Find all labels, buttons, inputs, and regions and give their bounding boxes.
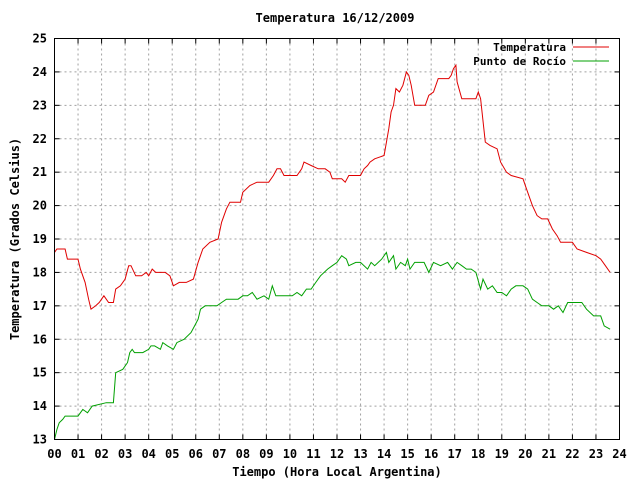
y-tick-label: 23 [33,98,47,112]
y-axis-label: Temperatura (Grados Celsius) [8,138,22,340]
x-tick-label: 06 [189,447,203,461]
x-tick-label: 22 [565,447,579,461]
y-tick-label: 17 [33,299,47,313]
legend-label: Punto de Rocío [473,55,566,68]
y-tick-label: 21 [33,165,47,179]
series-line-punto-de-rocio [54,251,611,440]
x-tick-label: 03 [118,447,132,461]
x-tick-label: 19 [495,447,509,461]
x-tick-label: 05 [165,447,179,461]
x-tick-labels: 00 01 02 03 04 05 06 07 08 09 10 11 12 13 14 15 16 17 18 19… [47,447,626,461]
legend-label: Temperatura [493,41,566,54]
y-tick-label: 13 [33,433,47,447]
x-tick-label: 07 [212,447,226,461]
x-tick-label: 12 [330,447,344,461]
y-tick-labels: 13 14 15 16 17 18 19 20 21 22 23 24 25 [33,32,47,447]
x-tick-label: 14 [377,447,391,461]
x-tick-label: 10 [283,447,297,461]
x-tick-label: 11 [306,447,320,461]
x-axis-label: Tiempo (Hora Local Argentina) [232,465,442,479]
series-line-temperatura [54,63,611,311]
axis-ticks [54,38,620,440]
x-tick-label: 17 [447,447,461,461]
y-tick-label: 15 [33,366,47,380]
x-tick-label: 16 [424,447,438,461]
y-tick-label: 25 [33,32,47,46]
x-tick-label: 24 [612,447,626,461]
x-tick-label: 20 [518,447,532,461]
series-lines [54,63,611,440]
y-tick-label: 16 [33,332,47,346]
grid [54,38,620,440]
y-tick-label: 18 [33,265,47,279]
x-tick-label: 02 [94,447,108,461]
x-tick-label: 18 [471,447,485,461]
x-tick-label: 15 [400,447,414,461]
x-tick-label: 13 [353,447,367,461]
y-tick-label: 22 [33,132,47,146]
x-tick-label: 00 [47,447,61,461]
x-tick-label: 09 [259,447,273,461]
y-tick-label: 24 [33,65,47,79]
y-tick-label: 14 [33,399,47,413]
x-tick-label: 08 [236,447,250,461]
x-tick-label: 01 [71,447,85,461]
x-tick-label: 21 [542,447,556,461]
y-tick-label: 20 [33,199,47,213]
x-tick-label: 04 [141,447,155,461]
x-tick-label: 23 [589,447,603,461]
y-tick-label: 19 [33,232,47,246]
chart-title: Temperatura 16/12/2009 [256,11,415,25]
